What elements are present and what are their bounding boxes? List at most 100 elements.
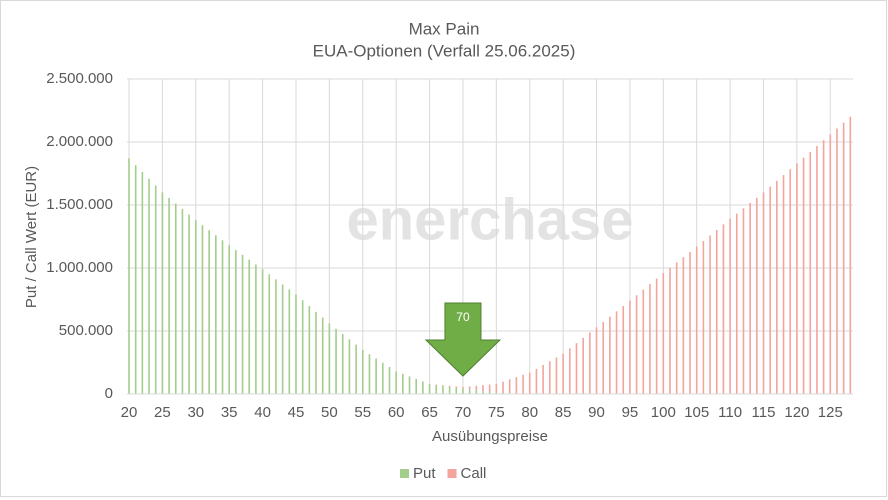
x-tick-label: 20	[121, 404, 138, 421]
bar	[241, 254, 244, 394]
x-tick-label: 125	[818, 404, 843, 421]
bar	[582, 337, 584, 394]
bar	[622, 306, 625, 394]
bar	[615, 311, 618, 394]
x-tick-label: 120	[784, 404, 809, 421]
bar	[388, 367, 391, 394]
bar	[562, 353, 564, 394]
x-tick-label: 30	[187, 404, 204, 421]
max-pain-arrow	[424, 302, 502, 377]
bar	[455, 386, 458, 388]
y-axis-label: Put / Call Wert (EUR)	[23, 166, 40, 308]
bar	[555, 357, 558, 394]
bar	[321, 317, 324, 394]
bar	[288, 289, 291, 394]
bar	[154, 185, 157, 394]
bar	[174, 203, 177, 394]
bar	[355, 344, 357, 394]
max-pain-label: 70	[456, 310, 470, 324]
bar	[756, 197, 758, 394]
legend-swatch	[447, 469, 457, 478]
bar	[548, 361, 551, 394]
bar	[522, 374, 524, 394]
bar	[395, 371, 397, 394]
bar	[261, 269, 264, 394]
bar	[649, 284, 651, 394]
bar	[361, 349, 364, 394]
bar	[682, 257, 685, 394]
bar	[655, 278, 658, 394]
bar	[448, 385, 451, 387]
chart-subtitle: EUA-Optionen (Verfall 25.06.2025)	[313, 41, 576, 60]
bar	[281, 284, 284, 394]
bar	[422, 381, 424, 394]
bar	[569, 348, 571, 394]
y-tick-label: 1.000.000	[46, 259, 113, 276]
x-tick-label: 85	[555, 404, 572, 421]
y-tick-label: 500.000	[59, 322, 113, 339]
bar	[442, 385, 444, 394]
bar	[769, 186, 771, 394]
bar	[796, 163, 798, 394]
x-tick-label: 100	[651, 404, 676, 421]
bar	[789, 169, 792, 394]
bar	[502, 381, 504, 393]
y-tick-label: 0	[105, 385, 113, 402]
bar	[502, 392, 504, 394]
bar	[181, 209, 184, 394]
chart-title: Max Pain	[409, 19, 480, 38]
bar	[128, 158, 130, 394]
bar	[535, 368, 538, 394]
bar	[849, 116, 852, 395]
bar	[762, 192, 765, 394]
bar	[689, 251, 691, 394]
bar	[448, 386, 451, 394]
bar	[402, 373, 404, 394]
bar	[782, 175, 785, 394]
bar	[475, 385, 478, 391]
x-tick-label: 95	[622, 404, 639, 421]
bar	[468, 386, 471, 390]
bar	[702, 241, 705, 394]
bar	[495, 383, 498, 393]
bar	[382, 362, 384, 394]
bar	[228, 245, 230, 394]
x-tick-label: 35	[221, 404, 238, 421]
x-tick-label: 75	[488, 404, 505, 421]
bar	[735, 213, 738, 394]
bar	[829, 134, 832, 394]
x-axis-label: Ausübungspreise	[432, 428, 548, 445]
bar	[168, 197, 170, 394]
bar	[635, 295, 638, 394]
x-tick-label: 80	[521, 404, 538, 421]
legend-label: Put	[413, 465, 436, 482]
bar	[669, 267, 671, 394]
bar	[462, 387, 464, 389]
x-tick-label: 60	[388, 404, 405, 421]
bar	[301, 300, 304, 394]
y-tick-label: 1.500.000	[46, 196, 113, 213]
bar	[375, 358, 377, 394]
bar	[308, 306, 311, 394]
bar	[662, 273, 665, 394]
x-tick-label: 55	[354, 404, 371, 421]
bar	[595, 327, 598, 394]
bar	[802, 157, 805, 394]
bar	[295, 294, 297, 394]
bar	[255, 264, 257, 394]
bar	[776, 180, 778, 394]
bar	[248, 259, 251, 394]
bar	[315, 311, 317, 394]
bar	[428, 383, 431, 394]
bar	[462, 388, 464, 394]
bar	[816, 146, 818, 394]
bar	[348, 339, 351, 394]
bar	[475, 390, 478, 394]
bar	[188, 214, 190, 394]
bar	[335, 328, 337, 394]
bar	[468, 389, 471, 394]
bar	[542, 365, 544, 394]
bar	[515, 377, 518, 394]
